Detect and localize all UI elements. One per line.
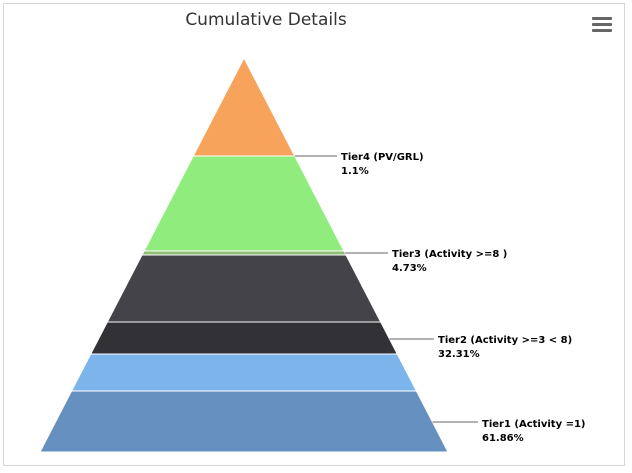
pyramid-band[interactable] [106, 254, 382, 323]
segment-value-label: 32.31% [438, 349, 480, 360]
segment-name-label: Tier1 (Activity =1) [482, 419, 585, 430]
segment-name-label: Tier4 (PV/GRL) [341, 152, 424, 163]
hamburger-menu-icon[interactable] [592, 17, 612, 35]
pyramid-band[interactable] [192, 56, 296, 157]
pyramid-band[interactable] [89, 321, 399, 355]
pyramid-band[interactable] [141, 250, 347, 256]
segment-value-label: 1.1% [341, 166, 369, 177]
pyramid-band[interactable] [70, 353, 418, 392]
segment-name-label: Tier2 (Activity >=3 < 8) [438, 335, 572, 346]
segment-value-label: 61.86% [482, 433, 524, 444]
chart-title: Cumulative Details [185, 10, 347, 30]
segment-value-label: 4.73% [392, 263, 427, 274]
pyramid-band[interactable] [39, 390, 449, 453]
pyramid-band[interactable] [143, 155, 345, 252]
segment-name-label: Tier3 (Activity >=8 ) [392, 249, 507, 260]
